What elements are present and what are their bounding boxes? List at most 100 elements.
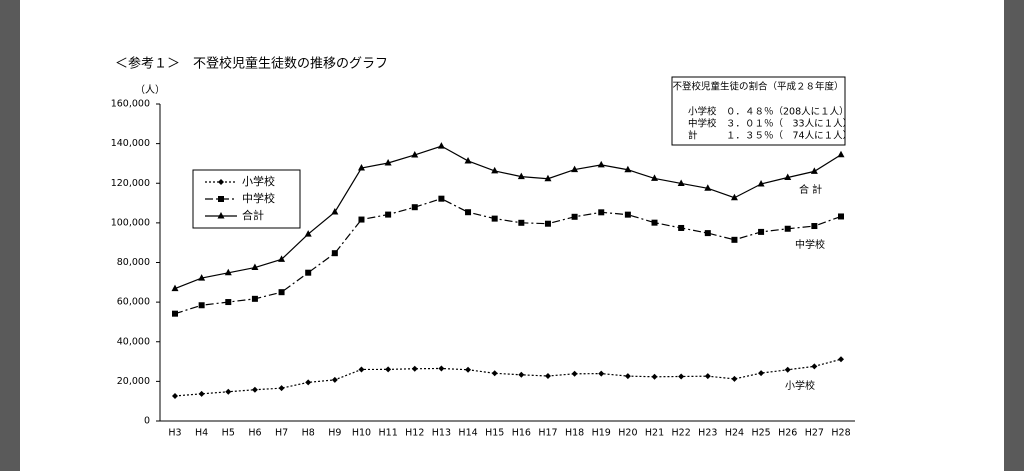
y-axis-label: （人） <box>135 84 165 96</box>
annotation: 中学校 <box>795 238 825 251</box>
x-tick-label: H16 <box>512 428 531 439</box>
marker <box>544 373 551 380</box>
y-tick-label: 20,000 <box>117 376 150 387</box>
marker <box>251 263 259 271</box>
info-row: 計 １．３５％（ 74人に１人） <box>688 130 852 142</box>
marker <box>757 180 765 187</box>
marker <box>251 295 258 302</box>
x-tick-label: H19 <box>592 428 611 439</box>
x-tick-label: H27 <box>805 428 824 439</box>
marker <box>678 373 685 380</box>
marker <box>624 211 631 218</box>
x-tick-label: H9 <box>328 428 341 439</box>
marker <box>758 370 765 377</box>
marker <box>704 373 711 380</box>
marker <box>491 166 499 174</box>
marker <box>624 373 631 380</box>
x-tick-label: H13 <box>432 428 451 439</box>
y-tick-label: 140,000 <box>111 138 150 149</box>
marker <box>598 370 605 377</box>
marker <box>810 167 818 174</box>
marker <box>731 236 738 243</box>
annotation: 小学校 <box>785 379 815 392</box>
x-tick-label: H5 <box>222 428 235 439</box>
marker <box>651 219 658 226</box>
marker <box>491 215 498 222</box>
marker <box>278 385 285 392</box>
y-tick-label: 40,000 <box>117 336 150 347</box>
marker <box>251 386 258 393</box>
marker <box>198 390 205 397</box>
marker <box>597 160 605 168</box>
marker <box>518 371 525 378</box>
marker <box>358 216 365 223</box>
x-tick-label: H10 <box>352 428 371 439</box>
annotation: 合 計 <box>799 183 822 196</box>
info-title: 不登校児童生徒の割合（平成２８年度） <box>672 81 843 93</box>
marker <box>411 365 418 372</box>
marker <box>305 379 312 386</box>
y-tick-label: 60,000 <box>117 297 150 308</box>
x-tick-label: H18 <box>565 428 584 439</box>
marker <box>411 204 418 211</box>
marker <box>651 373 658 380</box>
info-row: 小学校 ０．４８％（208人に１人） <box>688 106 849 118</box>
x-tick-label: H24 <box>725 428 744 439</box>
marker <box>171 284 179 292</box>
x-tick-label: H8 <box>302 428 315 439</box>
legend-label: 合計 <box>242 208 264 222</box>
info-box <box>671 76 846 146</box>
marker <box>438 365 445 372</box>
marker <box>225 388 232 395</box>
y-tick-label: 120,000 <box>111 178 150 189</box>
side-bar <box>1004 0 1024 471</box>
chart-title: ＜参考１＞ 不登校児童生徒数の推移のグラフ <box>115 56 388 72</box>
marker <box>438 195 445 202</box>
marker <box>172 392 178 399</box>
marker <box>491 370 498 377</box>
marker <box>518 219 525 226</box>
marker <box>598 209 605 216</box>
legend-label: 小学校 <box>242 174 275 188</box>
x-tick-label: H4 <box>195 428 208 439</box>
marker <box>304 230 312 237</box>
marker <box>358 366 365 373</box>
marker <box>305 269 312 276</box>
marker <box>544 174 552 182</box>
marker <box>784 366 791 373</box>
marker <box>704 230 711 237</box>
marker <box>811 363 818 370</box>
x-tick-label: H22 <box>672 428 691 439</box>
marker <box>224 268 232 276</box>
marker <box>278 255 286 262</box>
marker <box>837 150 845 158</box>
marker <box>357 164 365 171</box>
marker <box>385 366 392 373</box>
y-tick-label: 100,000 <box>111 217 150 228</box>
marker <box>544 220 551 227</box>
marker <box>784 225 791 232</box>
marker <box>571 213 578 220</box>
x-tick-label: H11 <box>379 428 398 439</box>
x-tick-label: H21 <box>645 428 664 439</box>
marker <box>198 274 206 281</box>
marker <box>278 289 285 296</box>
x-tick-label: H26 <box>778 428 797 439</box>
marker <box>517 172 525 180</box>
legend-marker <box>217 212 225 219</box>
y-tick-label: 0 <box>144 416 150 427</box>
y-tick-label: 160,000 <box>111 99 150 110</box>
x-tick-label: H20 <box>618 428 637 439</box>
x-tick-label: H23 <box>698 428 717 439</box>
marker <box>838 356 844 363</box>
marker <box>411 150 419 158</box>
x-tick-label: H3 <box>168 428 181 439</box>
y-tick-label: 80,000 <box>117 257 150 268</box>
x-tick-label: H28 <box>831 428 850 439</box>
marker <box>811 223 818 230</box>
marker <box>730 193 738 201</box>
marker <box>758 228 765 235</box>
x-tick-label: H12 <box>405 428 424 439</box>
marker <box>331 376 338 383</box>
